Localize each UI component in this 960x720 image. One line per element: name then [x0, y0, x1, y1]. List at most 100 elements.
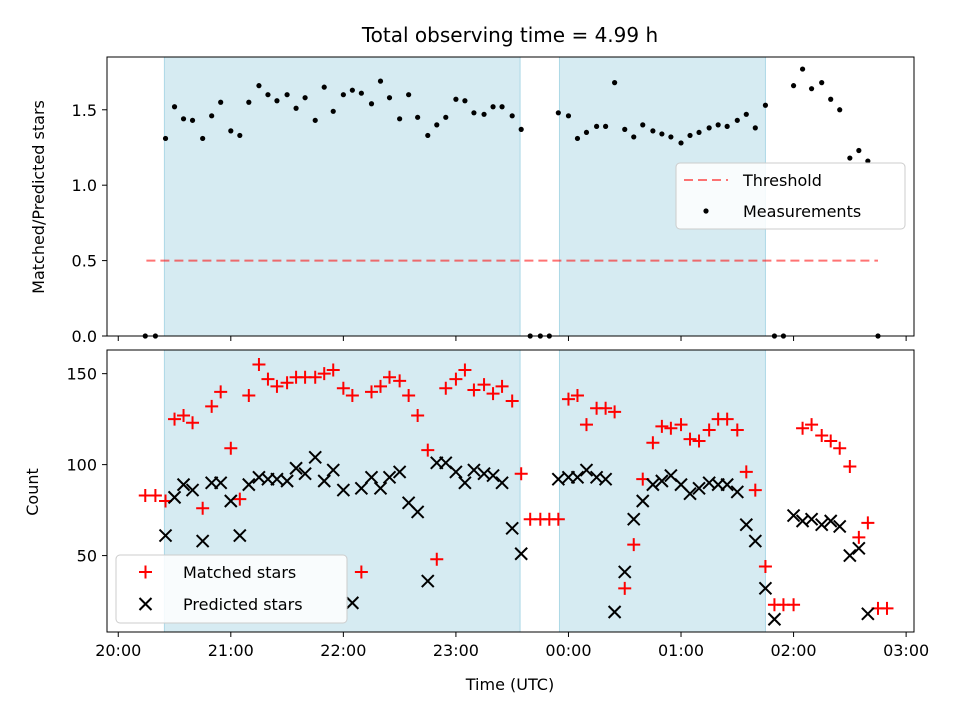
matched-point-40 [514, 467, 528, 481]
measurement-point-38 [499, 104, 505, 110]
predicted-point-21 [354, 481, 369, 495]
predicted-point-48 [636, 494, 650, 508]
matched-point-23 [354, 565, 368, 579]
legend-predicted-swatch [138, 597, 153, 611]
predicted-point-53 [683, 487, 697, 501]
legend-measurement-swatch [703, 208, 709, 214]
matched-point-75 [843, 459, 857, 473]
legend-matched-label: Matched stars [183, 563, 296, 582]
measurement-point-13 [265, 92, 271, 98]
bottom-legend-box [115, 554, 348, 624]
top-shaded-intervals [163, 56, 766, 337]
measurement-point-64 [743, 111, 749, 117]
measurement-point-73 [828, 96, 834, 102]
xtick-label-4: 00:00 [545, 641, 591, 660]
matched-point-30 [421, 443, 435, 457]
xtick-label-5: 01:00 [658, 641, 704, 660]
matched-point-21 [336, 381, 350, 395]
matched-point-57 [674, 418, 688, 432]
measurement-point-12 [256, 83, 262, 89]
top-ylabel: Matched/Predicted stars [29, 100, 48, 294]
matched-point-32 [439, 381, 453, 395]
measurement-point-18 [312, 117, 318, 123]
measurement-point-72 [819, 80, 825, 86]
measurement-point-8 [218, 99, 224, 105]
measurement-point-66 [762, 102, 769, 108]
predicted-point-28 [421, 574, 435, 588]
xtick-label-0: 20:00 [95, 641, 141, 660]
matched-point-25 [374, 379, 388, 393]
matched-point-54 [646, 436, 660, 450]
matched-point-59 [692, 434, 706, 448]
matched-point-70 [796, 421, 810, 435]
measurement-point-35 [471, 110, 477, 116]
predicted-point-13 [280, 474, 294, 488]
measurement-point-27 [397, 116, 403, 122]
matched-point-8 [214, 385, 228, 399]
xtick-label-1: 21:00 [208, 641, 254, 660]
predicted-point-54 [692, 481, 706, 495]
shaded-interval-bottom-1 [558, 349, 766, 633]
measurement-point-49 [603, 123, 609, 129]
bottom-ytick-label-2: 150 [66, 365, 97, 384]
matched-point-51 [618, 581, 632, 595]
predicted-point-44 [598, 472, 613, 486]
matched-point-56 [664, 421, 678, 435]
matched-point-20 [326, 363, 340, 377]
predicted-point-18 [326, 463, 340, 477]
xtick-label-2: 22:00 [320, 641, 366, 660]
top-plot-frame [106, 56, 915, 337]
matched-point-39 [505, 394, 519, 408]
predicted-point-69 [843, 548, 857, 563]
predicted-point-70 [852, 541, 866, 556]
measurement-point-15 [284, 92, 290, 98]
measurement-point-9 [228, 128, 234, 134]
count-points [138, 358, 894, 626]
predicted-point-68 [833, 519, 847, 534]
matched-point-36 [477, 378, 491, 392]
predicted-point-0 [158, 528, 173, 543]
predicted-point-50 [655, 474, 669, 488]
predicted-point-42 [579, 463, 594, 477]
matched-point-49 [599, 401, 613, 415]
matched-point-77 [861, 516, 875, 530]
matched-point-34 [458, 363, 472, 377]
predicted-point-66 [814, 517, 829, 532]
xtick-label-3: 23:00 [433, 641, 479, 660]
measurement-point-3 [171, 104, 178, 110]
measurement-point-44 [555, 110, 561, 116]
measurement-point-33 [453, 96, 459, 102]
predicted-point-41 [570, 470, 585, 485]
predicted-point-31 [449, 465, 463, 479]
predicted-point-60 [748, 534, 763, 548]
measurement-point-37 [490, 104, 496, 110]
predicted-point-46 [618, 565, 632, 579]
measurement-point-16 [293, 105, 299, 111]
matched-point-26 [383, 370, 397, 384]
predicted-point-36 [495, 476, 509, 490]
measurement-point-34 [462, 98, 468, 104]
matched-point-35 [467, 383, 481, 397]
measurement-point-32 [443, 114, 449, 120]
matched-point-29 [411, 408, 425, 422]
measurement-point-28 [406, 92, 412, 98]
measurement-point-47 [583, 129, 590, 136]
measurement-point-30 [425, 132, 431, 139]
measurement-point-75 [847, 155, 853, 161]
predicted-point-22 [364, 470, 379, 485]
measurement-point-56 [668, 134, 674, 140]
matched-point-18 [308, 370, 322, 384]
predicted-point-27 [410, 505, 425, 519]
matched-point-71 [805, 418, 819, 432]
measurement-point-17 [302, 95, 308, 101]
measurement-point-39 [509, 113, 515, 119]
matched-point-45 [561, 392, 575, 406]
matched-point-6 [196, 501, 210, 515]
measurement-point-11 [246, 99, 252, 105]
measurement-point-21 [340, 92, 346, 98]
chart-title: Total observing time = 4.99 h [361, 23, 658, 47]
matched-point-58 [683, 432, 697, 446]
predicted-point-67 [824, 514, 838, 528]
matched-point-27 [393, 374, 407, 388]
